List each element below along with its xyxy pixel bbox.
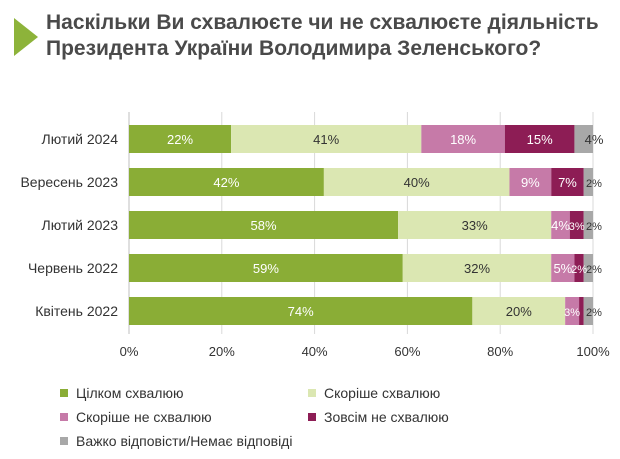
bar-segment	[551, 168, 584, 196]
data-label: 5%	[553, 261, 572, 276]
data-label: 42%	[213, 175, 239, 190]
bar-segment	[551, 211, 570, 239]
y-axis-label: Лютий 2024	[42, 131, 119, 147]
data-label: 2%	[586, 307, 602, 319]
legend-item: Цілком схвалюю	[60, 384, 308, 401]
x-tick-label: 80%	[487, 344, 513, 359]
bar-segment	[323, 168, 510, 196]
legend-swatch	[308, 388, 316, 397]
bar-segment	[504, 125, 575, 153]
bar-segment	[402, 254, 552, 282]
legend-label: Важко відповісти/Немає відповіді	[76, 432, 293, 449]
bars	[129, 125, 593, 325]
legend-item: Зовсім не схвалюю	[308, 408, 568, 425]
data-label: 74%	[288, 304, 314, 319]
legend-label: Скоріше схвалюю	[324, 384, 441, 401]
legend-label: Цілком схвалюю	[76, 384, 184, 401]
y-axis-labels: Лютий 2024 Вересень 2023 Лютий 2023 Червень…	[20, 131, 118, 319]
data-label: 32%	[464, 261, 490, 276]
bar-segment	[129, 125, 232, 153]
y-axis-label: Квітень 2022	[35, 303, 118, 319]
legend-item: Важко відповісти/Немає відповіді	[60, 432, 308, 449]
bar-segment	[421, 125, 505, 153]
data-label: 7%	[558, 175, 577, 190]
data-label: 3%	[564, 307, 580, 319]
bar-segment	[579, 297, 584, 325]
bar-segment	[583, 211, 593, 239]
y-axis-label: Лютий 2023	[42, 217, 119, 233]
legend-label: Скоріше не схвалюю	[76, 408, 212, 425]
title-marker	[14, 18, 38, 56]
data-label: 22%	[167, 132, 193, 147]
data-label: 4%	[551, 218, 570, 233]
bar-segment	[509, 168, 552, 196]
data-label: 2%	[586, 221, 602, 233]
bar-segment	[583, 168, 593, 196]
legend-swatch	[60, 412, 68, 421]
data-label: 33%	[462, 218, 488, 233]
bar-segment	[472, 297, 566, 325]
bar-segment	[231, 125, 422, 153]
bar-segment	[574, 125, 593, 153]
x-tick-label: 0%	[120, 344, 139, 359]
legend: Цілком схвалюю Скоріше схвалюю Скоріше не …	[60, 384, 580, 449]
bar-segment	[551, 254, 575, 282]
x-axis-tick-labels: 0% 20% 40% 60% 80% 100%	[120, 344, 610, 359]
legend-swatch	[60, 388, 68, 397]
x-tick-label: 40%	[302, 344, 328, 359]
bar-segment	[574, 254, 584, 282]
bar-segment	[129, 297, 473, 325]
bar-segment	[565, 297, 580, 325]
x-tick-label: 100%	[576, 344, 610, 359]
bar-segment	[569, 211, 584, 239]
x-tick-label: 20%	[209, 344, 235, 359]
x-tick-label: 60%	[394, 344, 420, 359]
data-label: 59%	[253, 261, 279, 276]
data-label: 3%	[569, 221, 585, 233]
legend-label: Зовсім не схвалюю	[324, 408, 449, 425]
bar-segment	[583, 254, 593, 282]
legend-item: Скоріше не схвалюю	[60, 408, 308, 425]
bar-segment	[129, 211, 399, 239]
data-label: 41%	[313, 132, 339, 147]
data-label: 18%	[450, 132, 476, 147]
bar-segment	[398, 211, 552, 239]
data-label: 2%	[586, 178, 602, 190]
y-axis-label: Вересень 2023	[20, 174, 118, 190]
bar-segment	[129, 168, 324, 196]
bar-segment	[129, 254, 403, 282]
chart: 22% 41% 18% 15% 4%42% 40% 9% 7% 2%58% 33% 4%3% 2%59…	[20, 112, 610, 359]
data-label: 58%	[251, 218, 277, 233]
legend-item: Скоріше схвалюю	[308, 384, 568, 401]
legend-swatch	[60, 436, 68, 445]
data-label: 40%	[404, 175, 430, 190]
data-label: 15%	[527, 132, 553, 147]
data-label: 4%	[585, 132, 604, 147]
data-label: 9%	[521, 175, 540, 190]
chart-title: Наскільки Ви схвалюєте чи не схвалюєте д…	[46, 11, 599, 60]
data-label: 2%	[571, 264, 587, 276]
legend-swatch	[308, 412, 316, 421]
data-label: 2%	[586, 264, 602, 276]
bar-segment	[583, 297, 593, 325]
y-axis-label: Червень 2022	[28, 260, 118, 276]
data-labels: 22% 41% 18% 15% 4%42% 40% 9% 7% 2%58% 33% 4%3% 2%59…	[167, 132, 604, 319]
data-label: 20%	[506, 304, 532, 319]
